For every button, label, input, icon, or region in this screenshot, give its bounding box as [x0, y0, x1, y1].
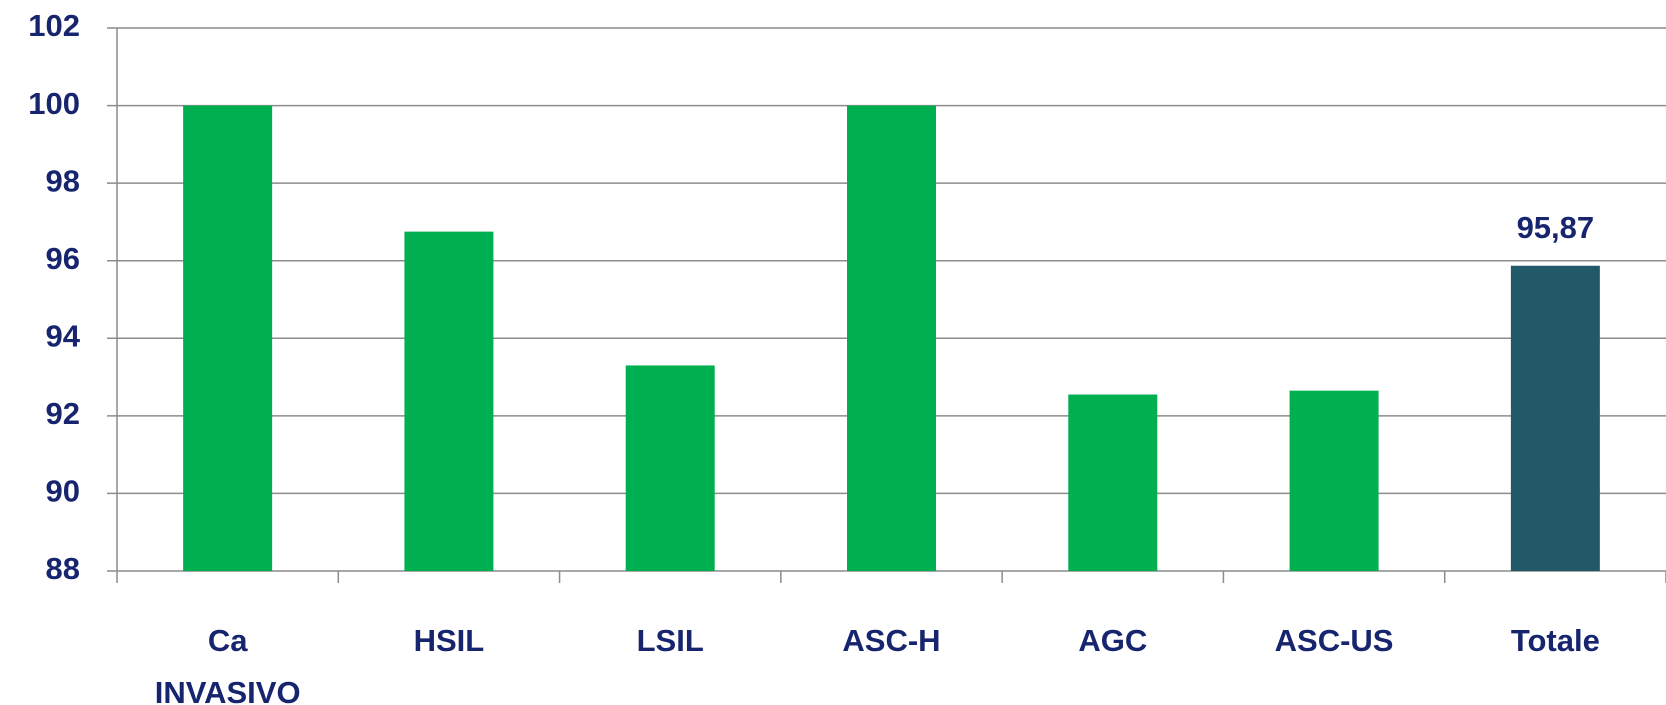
y-tick-label: 100: [28, 86, 80, 121]
bar: [404, 231, 494, 571]
x-tick-label: HSIL: [413, 623, 485, 658]
bar: [1510, 265, 1600, 571]
bar: [847, 105, 936, 572]
x-tick-label: ASC-US: [1274, 623, 1394, 658]
x-tick-label: Totale: [1510, 623, 1600, 658]
bar: [183, 105, 273, 572]
bar: [1068, 394, 1158, 571]
bar: [1289, 390, 1379, 571]
bar: [625, 365, 715, 571]
value-label: 95,87: [1517, 210, 1595, 245]
y-tick-label: 96: [46, 241, 80, 276]
y-tick-label: 98: [46, 163, 80, 198]
x-tick-label: Ca INVASIVO: [154, 623, 301, 705]
x-tick-label: LSIL: [636, 623, 704, 658]
x-tick-label: ASC-H: [842, 623, 941, 658]
y-tick-label: 102: [28, 8, 80, 43]
x-tick-label: AGC: [1078, 623, 1148, 658]
y-tick-label: 94: [46, 318, 81, 353]
y-tick-label: 90: [46, 474, 80, 509]
y-tick-label: 88: [46, 551, 80, 586]
y-tick-label: 92: [46, 396, 80, 431]
